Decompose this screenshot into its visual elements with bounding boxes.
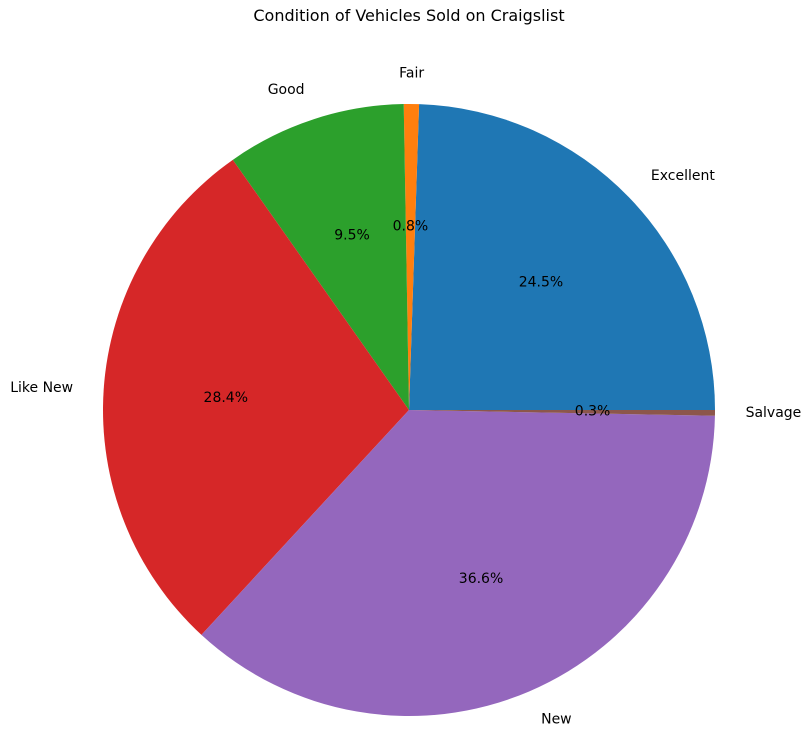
chart-title: Condition of Vehicles Sold on Craigslist <box>253 6 564 25</box>
pie-labels: Excellent 24.5% Fair 0.8% Good 9.5% Like New 28… <box>10 65 801 727</box>
slice-percent-label: 28.4% <box>204 390 248 406</box>
slice-percent-label: 0.8% <box>393 218 429 234</box>
pie-slice-like-new <box>103 159 409 635</box>
pie-slice-good <box>232 104 409 410</box>
slice-percent-label: 24.5% <box>519 274 563 290</box>
slice-label: Salvage <box>746 405 802 421</box>
slice-label: Good <box>268 82 305 98</box>
slice-label: Like New <box>10 380 73 396</box>
slice-percent-label: 0.3% <box>575 404 611 420</box>
pie-slice-salvage <box>409 410 715 416</box>
pie-slice-fair <box>403 104 420 410</box>
slice-label: Excellent <box>651 168 715 184</box>
slice-label: Fair <box>399 65 424 81</box>
pie-slice-new <box>201 410 715 716</box>
pie-slices <box>103 104 715 716</box>
pie-slice-excellent <box>409 104 715 410</box>
slice-percent-label: 36.6% <box>459 571 503 587</box>
slice-percent-label: 9.5% <box>334 227 370 243</box>
slice-label: New <box>541 712 572 728</box>
